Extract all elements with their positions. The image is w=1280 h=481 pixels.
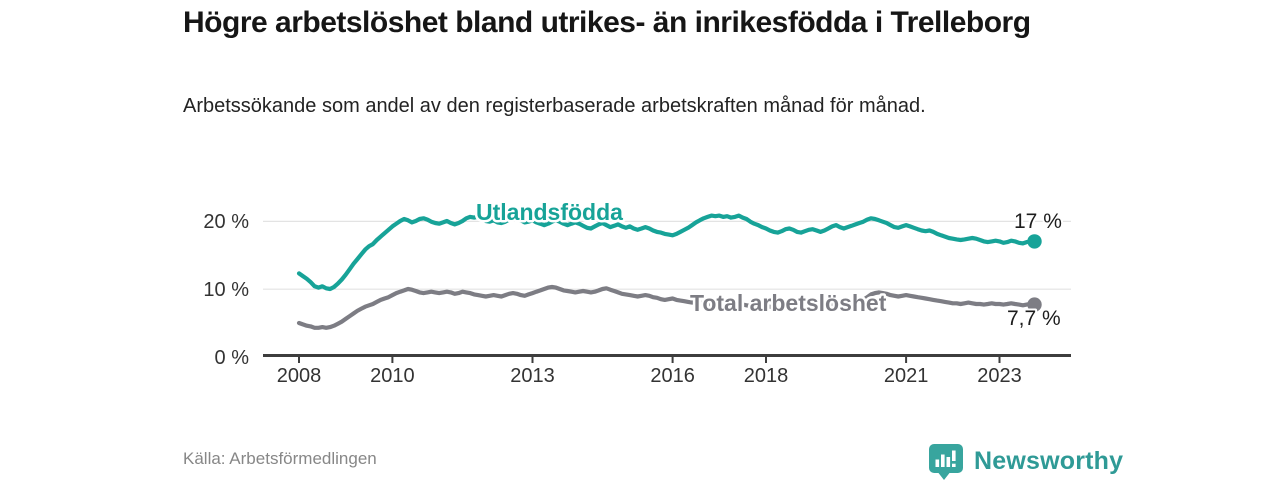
y-tick-label: 0 % <box>215 347 250 369</box>
x-tick-label: 2013 <box>510 365 555 387</box>
y-axis-labels: 0 % 10 % 20 % <box>203 211 249 369</box>
y-tick-label: 20 % <box>203 211 249 233</box>
x-tick-label: 2016 <box>650 365 695 387</box>
end-dot-utlandsfodda <box>1027 234 1042 249</box>
source-note: Källa: Arbetsförmedlingen <box>183 449 377 468</box>
line-utlandsfodda <box>296 213 1037 292</box>
y-tick-label: 10 % <box>203 279 249 301</box>
x-tick-label: 2021 <box>884 365 929 387</box>
page-title: Högre arbetslöshet bland utrikes- än inr… <box>183 6 1031 39</box>
brand-name: Newsworthy <box>974 447 1124 475</box>
x-axis-ticks: 2008 2010 2013 2016 2018 2021 2023 <box>277 355 1022 387</box>
series-label-total-arbetsloshet: Total arbetslöshet <box>690 290 887 316</box>
newsworthy-logo: Newsworthy <box>928 443 1123 480</box>
x-tick-label: 2023 <box>977 365 1022 387</box>
page-subtitle: Arbetssökande som andel av den registerb… <box>183 95 926 117</box>
end-value-label-total-arbetsloshet: 7,7 % <box>1007 307 1061 330</box>
end-value-label-utlandsfodda: 17 % <box>1014 210 1062 233</box>
end-dot-total-arbetsloshet <box>1027 297 1042 312</box>
x-tick-label: 2010 <box>370 365 415 387</box>
x-tick-label: 2008 <box>277 365 322 387</box>
x-tick-label: 2018 <box>744 365 789 387</box>
line-total-arbetsloshet <box>296 284 1037 330</box>
bar-chart-speech-bubble-icon <box>929 443 963 480</box>
series-label-utlandsfodda: Utlandsfödda <box>476 199 623 225</box>
